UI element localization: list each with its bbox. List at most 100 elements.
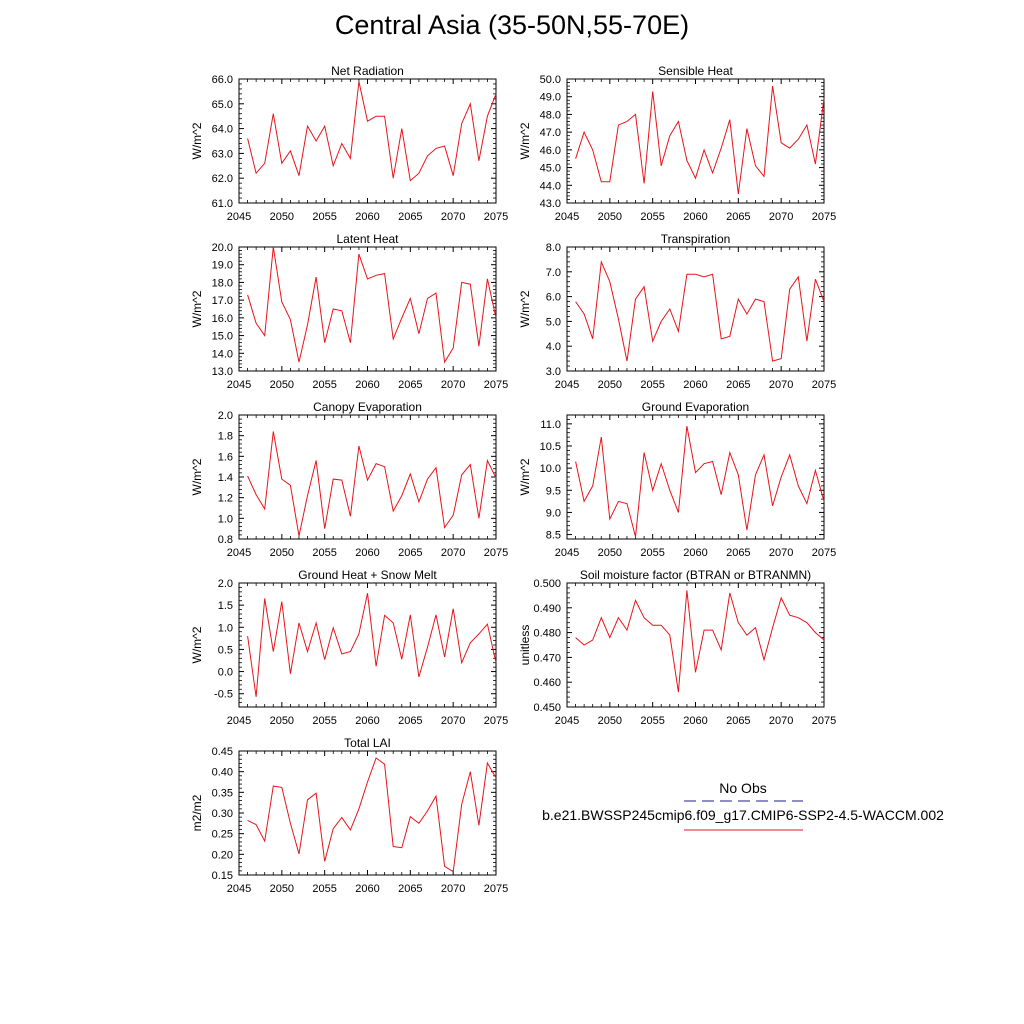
y-tick-label: 1.4: [218, 472, 233, 484]
page-title: Central Asia (35-50N,55-70E): [334, 10, 690, 40]
y-tick-label: 0.45: [212, 746, 233, 758]
x-tick-label: 2075: [812, 211, 836, 223]
x-tick-label: 2060: [355, 715, 379, 727]
y-tick-label: 0.20: [212, 849, 233, 861]
x-tick-label: 2065: [398, 211, 422, 223]
x-tick-label: 2045: [555, 379, 579, 391]
y-tick-label: 4.0: [546, 341, 561, 353]
x-tick-label: 2050: [598, 715, 622, 727]
series-line: [575, 86, 825, 195]
y-tick-label: 6.0: [546, 292, 561, 304]
x-tick-label: 2045: [227, 715, 251, 727]
y-tick-label: 20.0: [212, 242, 233, 254]
y-tick-label: 1.6: [218, 451, 233, 463]
legend-label-obs: No Obs: [719, 780, 767, 796]
y-tick-label: 1.0: [218, 622, 233, 634]
series-line: [247, 593, 497, 697]
x-tick-label: 2055: [640, 547, 664, 559]
y-tick-label: 50.0: [540, 74, 561, 86]
x-tick-label: 2045: [227, 883, 251, 895]
x-tick-label: 2070: [441, 715, 465, 727]
x-tick-label: 2070: [769, 547, 793, 559]
series-line: [247, 81, 497, 182]
x-tick-label: 2075: [484, 379, 508, 391]
y-tick-label: 0.490: [533, 603, 561, 615]
y-tick-label: 44.0: [540, 180, 561, 192]
y-tick-label: 0.450: [533, 702, 561, 714]
chart-panel: 2045 2050 2055 2060 2065 2070 2075 8.5 9.0 9.5 10.…: [518, 400, 836, 559]
x-tick-label: 2045: [555, 547, 579, 559]
panel-title: Ground Heat + Snow Melt: [298, 568, 437, 582]
x-tick-label: 2070: [769, 379, 793, 391]
chart-panel: 2045 2050 2055 2060 2065 2070 2075 0.15 0.20 0.25…: [190, 736, 508, 895]
chart-panel: 2045 2050 2055 2060 2065 2070 2075 43.0 44.0 45.0…: [518, 64, 836, 223]
y-tick-label: 2.0: [218, 578, 233, 590]
x-tick-label: 2050: [270, 547, 294, 559]
chart-panel: 2045 2050 2055 2060 2065 2070 2075 13.0 14.0 15.0…: [190, 232, 508, 391]
y-axis-label: W/m^2: [190, 122, 204, 159]
panel-title: Ground Evaporation: [642, 400, 749, 414]
plot-frame: [566, 582, 825, 708]
chart-panel: 2045 2050 2055 2060 2065 2070 2075 3.0 4.0 5.0 6.0…: [518, 232, 836, 391]
y-tick-label: 14.0: [212, 348, 233, 360]
y-tick-label: 0.5: [218, 644, 233, 656]
x-tick-label: 2060: [683, 211, 707, 223]
y-tick-label: 48.0: [540, 109, 561, 121]
plot-frame: [238, 414, 497, 540]
y-tick-label: 63.0: [212, 148, 233, 160]
x-tick-label: 2060: [355, 379, 379, 391]
x-tick-label: 2075: [484, 715, 508, 727]
x-tick-label: 2050: [270, 715, 294, 727]
y-tick-label: 15.0: [212, 331, 233, 343]
legend-label-case: b.e21.BWSSP245cmip6.f09_g17.CMIP6-SSP2-4…: [542, 807, 944, 823]
panel-title: Net Radiation: [331, 64, 404, 78]
x-tick-label: 2050: [270, 379, 294, 391]
chart-panel: 2045 2050 2055 2060 2065 2070 2075 -0.5 0.0 0.5 1.…: [190, 568, 508, 727]
y-tick-label: 8.5: [546, 530, 561, 542]
y-axis-label: m2/m2: [190, 794, 204, 831]
y-tick-label: 0.500: [533, 578, 561, 590]
y-tick-label: 10.0: [540, 463, 561, 475]
y-tick-label: 0.8: [218, 534, 233, 546]
y-tick-label: 16.0: [212, 313, 233, 325]
x-tick-label: 2060: [683, 379, 707, 391]
y-tick-label: 10.5: [540, 441, 561, 453]
x-tick-label: 2055: [640, 379, 664, 391]
y-tick-label: 9.0: [546, 507, 561, 519]
x-tick-label: 2050: [270, 883, 294, 895]
y-tick-label: 61.0: [212, 198, 233, 210]
x-tick-label: 2065: [726, 379, 750, 391]
x-tick-label: 2065: [726, 715, 750, 727]
y-tick-label: 43.0: [540, 198, 561, 210]
legend-swatch-obs: [684, 800, 803, 802]
y-tick-label: 0.15: [212, 870, 233, 882]
y-tick-label: 8.0: [546, 242, 561, 254]
x-tick-label: 2055: [312, 211, 336, 223]
y-axis-label: unitless: [518, 625, 532, 666]
series-line: [575, 426, 825, 537]
x-tick-label: 2070: [441, 547, 465, 559]
y-tick-label: 0.25: [212, 829, 233, 841]
x-tick-label: 2060: [683, 547, 707, 559]
y-tick-label: 7.0: [546, 267, 561, 279]
x-tick-label: 2060: [355, 211, 379, 223]
x-tick-label: 2045: [227, 211, 251, 223]
x-tick-label: 2060: [355, 883, 379, 895]
x-tick-label: 2075: [812, 715, 836, 727]
x-tick-label: 2045: [227, 547, 251, 559]
x-tick-label: 2055: [312, 715, 336, 727]
series-line: [247, 246, 497, 364]
x-tick-label: 2065: [398, 715, 422, 727]
y-tick-label: 1.2: [218, 493, 233, 505]
chart-panel: 2045 2050 2055 2060 2065 2070 2075 0.8 1.0 1.2 1.4…: [190, 400, 508, 559]
plot-frame: [238, 582, 497, 708]
y-tick-label: 1.8: [218, 431, 233, 443]
x-tick-label: 2065: [726, 211, 750, 223]
y-tick-label: 2.0: [218, 410, 233, 422]
x-tick-label: 2070: [441, 211, 465, 223]
y-tick-label: 66.0: [212, 74, 233, 86]
panel-title: Soil moisture factor (BTRAN or BTRANMN): [580, 568, 811, 582]
x-tick-label: 2060: [355, 547, 379, 559]
y-tick-label: 1.5: [218, 600, 233, 612]
